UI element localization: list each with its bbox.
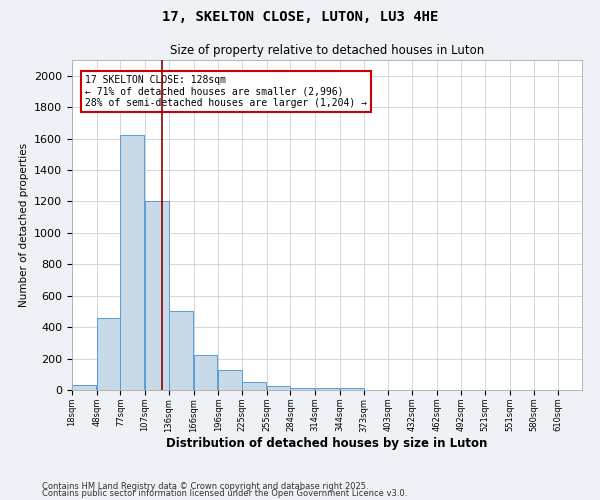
Text: Contains public sector information licensed under the Open Government Licence v3: Contains public sector information licen…: [42, 489, 407, 498]
Bar: [242, 382, 266, 390]
Bar: [145, 202, 169, 390]
Text: 17 SKELTON CLOSE: 128sqm
← 71% of detached houses are smaller (2,996)
28% of sem: 17 SKELTON CLOSE: 128sqm ← 71% of detach…: [85, 75, 367, 108]
Bar: [340, 388, 364, 390]
Title: Size of property relative to detached houses in Luton: Size of property relative to detached ho…: [170, 44, 484, 58]
Text: 17, SKELTON CLOSE, LUTON, LU3 4HE: 17, SKELTON CLOSE, LUTON, LU3 4HE: [162, 10, 438, 24]
X-axis label: Distribution of detached houses by size in Luton: Distribution of detached houses by size …: [166, 437, 488, 450]
Bar: [72, 386, 96, 390]
Bar: [97, 318, 121, 390]
Bar: [194, 356, 217, 390]
Bar: [290, 388, 314, 390]
Y-axis label: Number of detached properties: Number of detached properties: [19, 143, 29, 307]
Bar: [218, 370, 242, 390]
Bar: [315, 388, 339, 390]
Text: Contains HM Land Registry data © Crown copyright and database right 2025.: Contains HM Land Registry data © Crown c…: [42, 482, 368, 491]
Bar: [266, 386, 290, 390]
Bar: [169, 312, 193, 390]
Bar: [121, 136, 144, 390]
